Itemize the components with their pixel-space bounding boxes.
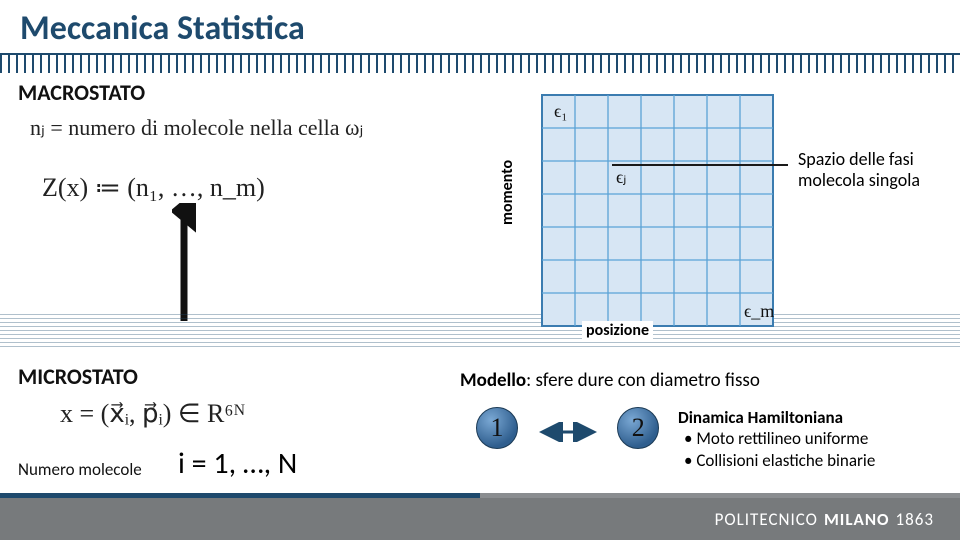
num-molecules-value: i = 1, …, N (178, 445, 297, 482)
dynamics-block: Dinamica Hamiltoniana Moto rettilineo un… (678, 407, 875, 471)
num-molecules-label: Numero molecole (18, 459, 142, 480)
dyn-bullet-2: Collisioni elastiche binarie (684, 450, 875, 471)
dyn-bullet-1: Moto rettilineo uniforme (684, 428, 875, 449)
spheres-row: 1 2 (476, 407, 659, 449)
sphere-1: 1 (476, 407, 518, 449)
model-bold: Modello (460, 369, 526, 392)
footer-milano: MILANO (824, 509, 890, 530)
formula-x: x = (x⃗ᵢ, p⃗ᵢ) ∈ R⁶ᴺ (60, 399, 245, 429)
svg-text:ϵ_m: ϵ_m (744, 301, 774, 321)
model-rest: : sfere dure con diametro fisso (526, 369, 760, 392)
tick-strip (0, 55, 960, 73)
phase-line2: molecola singola (798, 170, 920, 191)
double-arrow-icon (536, 422, 600, 442)
sphere-2: 2 (617, 407, 659, 449)
x-axis-label: posizione (582, 321, 653, 340)
svg-text:ϵ₁: ϵ₁ (554, 101, 568, 121)
phase-space-label: Spazio delle fasi molecola singola (798, 149, 920, 190)
micro-heading: MICROSTATO (18, 363, 138, 390)
arrow-up-icon (172, 203, 196, 323)
macro-heading: MACROSTATO (18, 79, 145, 106)
footer: POLITECNICO MILANO 1863 (0, 498, 960, 540)
title-bar: Meccanica Statistica (0, 0, 960, 55)
formula-z: Z(x) ≔ (n₁, …, n_m) (42, 173, 265, 203)
dyn-title: Dinamica Hamiltoniana (678, 407, 875, 428)
page-title: Meccanica Statistica (20, 8, 940, 49)
svg-text:ϵⱼ: ϵⱼ (616, 167, 626, 187)
y-axis-label: momento (498, 156, 517, 229)
footer-year: 1863 (896, 509, 934, 530)
formula-n: nⱼ = numero di molecole nella cella ωⱼ (30, 115, 363, 141)
phase-grid: ϵ₁ ϵⱼ ϵ_m (530, 93, 790, 343)
content-area: MACROSTATO nⱼ = numero di molecole nella… (0, 73, 960, 493)
horizontal-strip (0, 311, 960, 347)
model-label: Modello: sfere dure con diametro fisso (460, 369, 760, 392)
footer-poli: POLITECNICO (715, 509, 818, 530)
phase-line1: Spazio delle fasi (798, 149, 920, 170)
